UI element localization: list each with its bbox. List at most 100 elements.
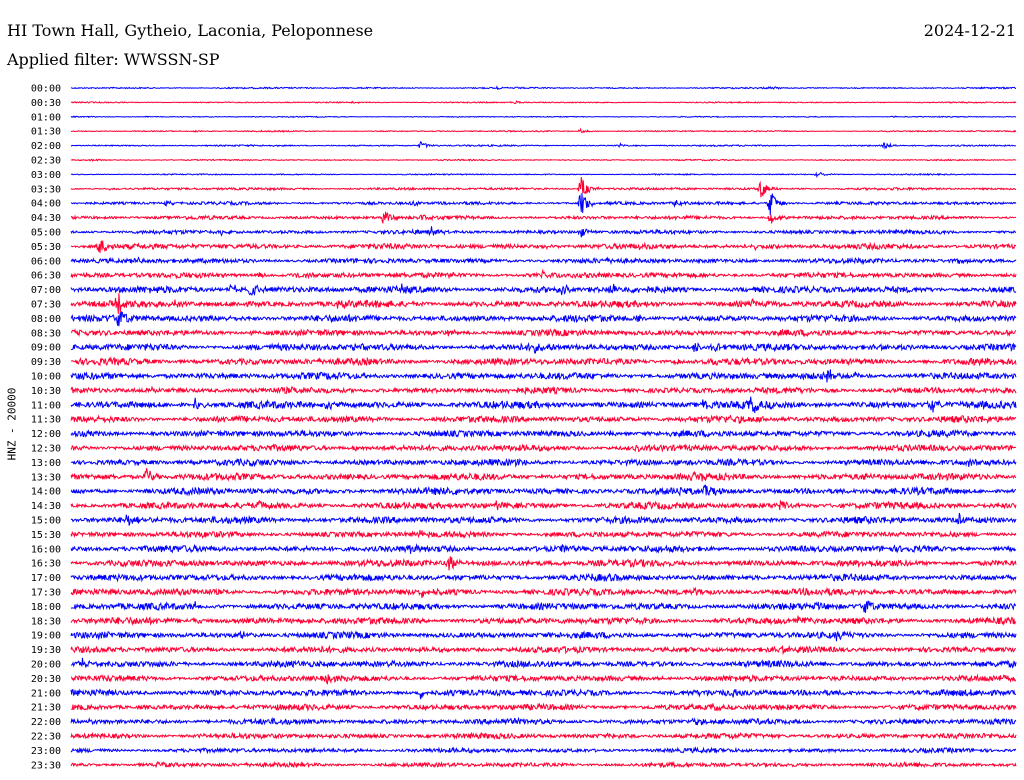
hour-label: 06:30	[31, 271, 61, 282]
seismic-trace-line	[70, 328, 1017, 338]
hour-label: 05:00	[31, 228, 61, 239]
hour-label: 15:30	[31, 530, 61, 541]
seismic-trace-line	[70, 630, 1017, 642]
hour-label: 10:00	[31, 372, 61, 383]
hour-label: 20:30	[31, 674, 61, 685]
seismic-trace-line	[70, 716, 1017, 726]
station-title: HI Town Hall, Gytheio, Laconia, Peloponn…	[7, 21, 374, 40]
hour-label: 10:30	[31, 386, 61, 397]
seismic-trace-line	[70, 657, 1017, 669]
seismic-trace-line	[70, 256, 1017, 266]
seismic-trace-line	[70, 396, 1017, 413]
hour-label: 16:30	[31, 559, 61, 570]
seismic-trace-line	[70, 226, 1017, 238]
seismic-trace-line	[70, 341, 1017, 354]
hour-label: 06:00	[31, 256, 61, 267]
hour-label: 14:30	[31, 501, 61, 512]
hour-label: 18:30	[31, 616, 61, 627]
hour-label: 01:00	[31, 112, 61, 123]
seismic-trace-line	[70, 615, 1017, 626]
filter-label: Applied filter: WWSSN-SP	[7, 50, 220, 69]
seismic-trace-line	[70, 140, 1017, 150]
seismic-trace-line	[70, 572, 1017, 583]
hour-label: 02:00	[31, 141, 61, 152]
hour-label: 08:30	[31, 328, 61, 339]
seismic-trace-line	[70, 457, 1017, 468]
seismic-trace-line	[70, 356, 1017, 367]
hour-label: 12:00	[31, 429, 61, 440]
hour-label: 15:00	[31, 516, 61, 527]
seismic-trace-line	[70, 414, 1017, 425]
hour-label: 03:00	[31, 170, 61, 181]
seismic-trace-line	[70, 586, 1017, 599]
hour-label: 00:00	[31, 84, 61, 95]
seismic-trace-line	[70, 385, 1017, 396]
seismic-trace-line	[70, 240, 1017, 254]
seismic-trace-line	[70, 702, 1017, 713]
seismic-trace-line	[70, 293, 1017, 314]
hour-label: 23:00	[31, 746, 61, 757]
hour-label: 11:30	[31, 415, 61, 426]
seismic-trace-line	[70, 600, 1017, 613]
seismic-trace-line	[70, 529, 1017, 540]
seismic-trace-line	[70, 556, 1017, 571]
hour-label: 13:30	[31, 472, 61, 483]
hour-label: 09:30	[31, 357, 61, 368]
seismic-trace-line	[70, 687, 1017, 700]
hour-label: 19:30	[31, 645, 61, 656]
seismic-trace-line	[70, 211, 1017, 224]
seismic-trace-line	[70, 673, 1017, 685]
seismic-trace-line	[70, 177, 1017, 198]
seismic-trace-line	[70, 85, 1017, 91]
seismic-trace-line	[70, 115, 1017, 119]
hour-label: 03:30	[31, 184, 61, 195]
seismic-trace-line	[70, 543, 1017, 554]
seismic-trace-line	[70, 468, 1017, 482]
seismic-trace-line	[70, 310, 1017, 327]
seismic-trace-line	[71, 192, 1017, 216]
hour-label: 22:00	[31, 717, 61, 728]
seismic-trace-line	[70, 484, 1016, 497]
hour-label: 18:00	[31, 602, 61, 613]
seismic-trace-line	[70, 283, 1017, 297]
hour-label: 17:00	[31, 573, 61, 584]
seismic-traces	[70, 85, 1017, 769]
hour-label: 00:30	[31, 98, 61, 109]
seismic-trace-line	[70, 499, 1017, 511]
hour-label: 04:00	[31, 199, 61, 210]
hour-label: 20:00	[31, 660, 61, 671]
seismic-trace-line	[70, 158, 1017, 162]
record-date: 2024-12-21	[923, 21, 1016, 40]
hour-label: 04:30	[31, 213, 61, 224]
hour-label: 21:30	[31, 703, 61, 714]
hour-label: 01:30	[31, 127, 61, 138]
seismic-trace-line	[70, 760, 1017, 769]
hour-label: 23:30	[31, 760, 61, 771]
seismic-trace-line	[70, 268, 1017, 280]
seismic-trace-line	[70, 443, 1017, 453]
seismic-trace-line	[70, 369, 1017, 383]
hour-label: 14:00	[31, 487, 61, 498]
hour-label: 17:30	[31, 588, 61, 599]
hour-label: 19:00	[31, 631, 61, 642]
hour-labels: 00:00 00:30 01:00 01:30 02:00 02:30 03:00 03:30…	[31, 84, 61, 772]
hour-label: 07:30	[31, 300, 61, 311]
hour-label: 21:00	[31, 688, 61, 699]
seismic-trace-line	[70, 127, 1017, 134]
seismic-trace-line	[70, 644, 1017, 656]
hour-label: 11:00	[31, 400, 61, 411]
hour-label: 05:30	[31, 242, 61, 253]
hour-label: 09:00	[31, 343, 61, 354]
seismic-trace-line	[70, 429, 1017, 439]
hour-label: 02:30	[31, 156, 61, 167]
hour-label: 16:00	[31, 544, 61, 555]
seismic-trace-line	[70, 746, 1017, 755]
hour-label: 08:00	[31, 314, 61, 325]
hour-label: 22:30	[31, 732, 61, 743]
seismic-trace-line	[70, 512, 1017, 526]
hour-label: 13:00	[31, 458, 61, 469]
seismic-trace-line	[70, 731, 1017, 741]
hour-label: 12:30	[31, 444, 61, 455]
hour-label: 07:00	[31, 285, 61, 296]
